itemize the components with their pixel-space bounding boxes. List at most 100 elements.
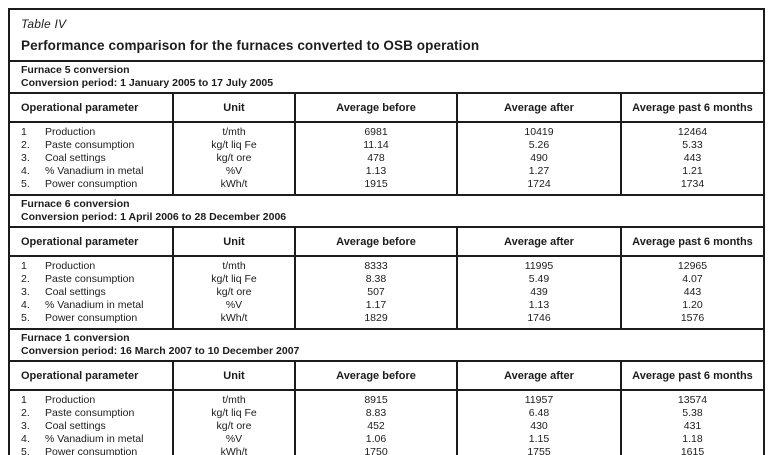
parameter-cell: 3. Coal settings (10, 152, 173, 165)
avg-past6-cell: 4.07 (620, 273, 763, 286)
parameter-cell: 3. Coal settings (10, 420, 173, 433)
avg-after-cell: 6.48 (456, 407, 621, 420)
unit-cell: kg/t ore (172, 420, 295, 433)
column-header: Average past 6 months (620, 92, 763, 123)
avg-past6-cell: 12464 (620, 122, 763, 139)
avg-past6-cell: 443 (620, 152, 763, 165)
avg-before-cell: 1829 (294, 312, 457, 328)
parameter-cell: 4. % Vanadium in metal (10, 299, 173, 312)
unit-cell: t/mth (172, 390, 295, 407)
param-name: Power consumption (45, 312, 138, 324)
furnace-section: Furnace 1 conversion Conversion period: 1… (10, 328, 763, 455)
param-name: Production (45, 126, 96, 138)
param-name: Power consumption (45, 446, 138, 455)
column-header: Operational parameter (10, 92, 173, 123)
section-conversion-period: Conversion period: 1 April 2006 to 28 De… (21, 210, 287, 223)
param-number: 1 (21, 394, 27, 406)
section-conversion-period: Conversion period: 1 January 2005 to 17 … (21, 76, 274, 89)
avg-after-cell: 1755 (456, 446, 621, 455)
unit-cell: kg/t ore (172, 286, 295, 299)
column-header: Unit (172, 360, 295, 391)
param-number: 5. (21, 178, 30, 190)
avg-before-cell: 1.06 (294, 433, 457, 446)
param-number: 5. (21, 312, 30, 324)
avg-past6-cell: 5.33 (620, 139, 763, 152)
column-header: Operational parameter (10, 360, 173, 391)
avg-before-cell: 1915 (294, 178, 457, 194)
param-number: 1 (21, 260, 27, 272)
avg-after-cell: 1.27 (456, 165, 621, 178)
section-furnace-title: Furnace 6 conversion (21, 198, 130, 210)
param-number: 3. (21, 152, 30, 164)
avg-past6-cell: 443 (620, 286, 763, 299)
avg-after-cell: 11995 (456, 256, 621, 273)
parameters-table-body: 1 Production t/mth 8333 11995 12965 2. Paste co… (10, 256, 763, 328)
parameter-cell: 5. Power consumption (10, 312, 173, 328)
unit-cell: kWh/t (172, 446, 295, 455)
param-name: Paste consumption (45, 139, 135, 151)
parameter-cell: 4. % Vanadium in metal (10, 433, 173, 446)
param-number: 4. (21, 165, 30, 177)
column-header: Average past 6 months (620, 360, 763, 391)
param-name: Coal settings (45, 286, 106, 298)
column-header: Average after (456, 92, 621, 123)
furnace-sections-container: Furnace 5 conversion Conversion period: 1… (10, 60, 763, 455)
param-name: Paste consumption (45, 273, 135, 285)
column-header-row: Operational parameter Unit Average before A… (10, 226, 763, 257)
unit-cell: kg/t ore (172, 152, 295, 165)
param-name: Coal settings (45, 152, 106, 164)
param-name: % Vanadium in metal (45, 299, 144, 311)
table-label: Table IV (21, 17, 67, 31)
table-row: 1 Production t/mth 6981 10419 12464 (10, 122, 763, 139)
parameter-cell: 5. Power consumption (10, 446, 173, 455)
parameters-table-head: Operational parameter Unit Average before A… (10, 92, 763, 123)
avg-before-cell: 8333 (294, 256, 457, 273)
parameters-table: Operational parameter Unit Average before A… (10, 226, 763, 328)
table-title: Performance comparison for the furnaces … (21, 38, 480, 53)
avg-past6-cell: 5.38 (620, 407, 763, 420)
parameters-table: Operational parameter Unit Average before A… (10, 360, 763, 455)
unit-cell: kWh/t (172, 178, 295, 194)
avg-before-cell: 478 (294, 152, 457, 165)
avg-after-cell: 5.49 (456, 273, 621, 286)
avg-before-cell: 8.83 (294, 407, 457, 420)
table-row: 4. % Vanadium in metal %V 1.13 1.27 1.21 (10, 165, 763, 178)
table-row: 1 Production t/mth 8333 11995 12965 (10, 256, 763, 273)
avg-after-cell: 10419 (456, 122, 621, 139)
avg-past6-cell: 431 (620, 420, 763, 433)
avg-after-cell: 11957 (456, 390, 621, 407)
unit-cell: %V (172, 433, 295, 446)
unit-cell: t/mth (172, 256, 295, 273)
param-name: % Vanadium in metal (45, 433, 144, 445)
parameter-cell: 2. Paste consumption (10, 139, 173, 152)
avg-before-cell: 1750 (294, 446, 457, 455)
unit-cell: t/mth (172, 122, 295, 139)
title-block: Table IV Performance comparison for the … (10, 10, 763, 60)
table-row: 5. Power consumption kWh/t 1750 1755 1615 (10, 446, 763, 455)
column-header: Unit (172, 226, 295, 257)
section-furnace-title: Furnace 1 conversion (21, 332, 130, 344)
avg-before-cell: 452 (294, 420, 457, 433)
parameter-cell: 1 Production (10, 122, 173, 139)
avg-before-cell: 11.14 (294, 139, 457, 152)
parameters-table-body: 1 Production t/mth 6981 10419 12464 2. Paste co… (10, 122, 763, 194)
avg-before-cell: 1.13 (294, 165, 457, 178)
parameter-cell: 3. Coal settings (10, 286, 173, 299)
param-number: 4. (21, 433, 30, 445)
param-number: 2. (21, 407, 30, 419)
table-row: 1 Production t/mth 8915 11957 13574 (10, 390, 763, 407)
table-row: 2. Paste consumption kg/t liq Fe 8.83 6.48 5.… (10, 407, 763, 420)
parameter-cell: 4. % Vanadium in metal (10, 165, 173, 178)
avg-after-cell: 490 (456, 152, 621, 165)
parameter-cell: 1 Production (10, 256, 173, 273)
unit-cell: %V (172, 165, 295, 178)
param-name: % Vanadium in metal (45, 165, 144, 177)
column-header: Operational parameter (10, 226, 173, 257)
param-number: 5. (21, 446, 30, 455)
param-name: Paste consumption (45, 407, 135, 419)
parameters-table-head: Operational parameter Unit Average before A… (10, 360, 763, 391)
avg-past6-cell: 1.21 (620, 165, 763, 178)
parameters-table: Operational parameter Unit Average before A… (10, 92, 763, 194)
avg-after-cell: 1724 (456, 178, 621, 194)
